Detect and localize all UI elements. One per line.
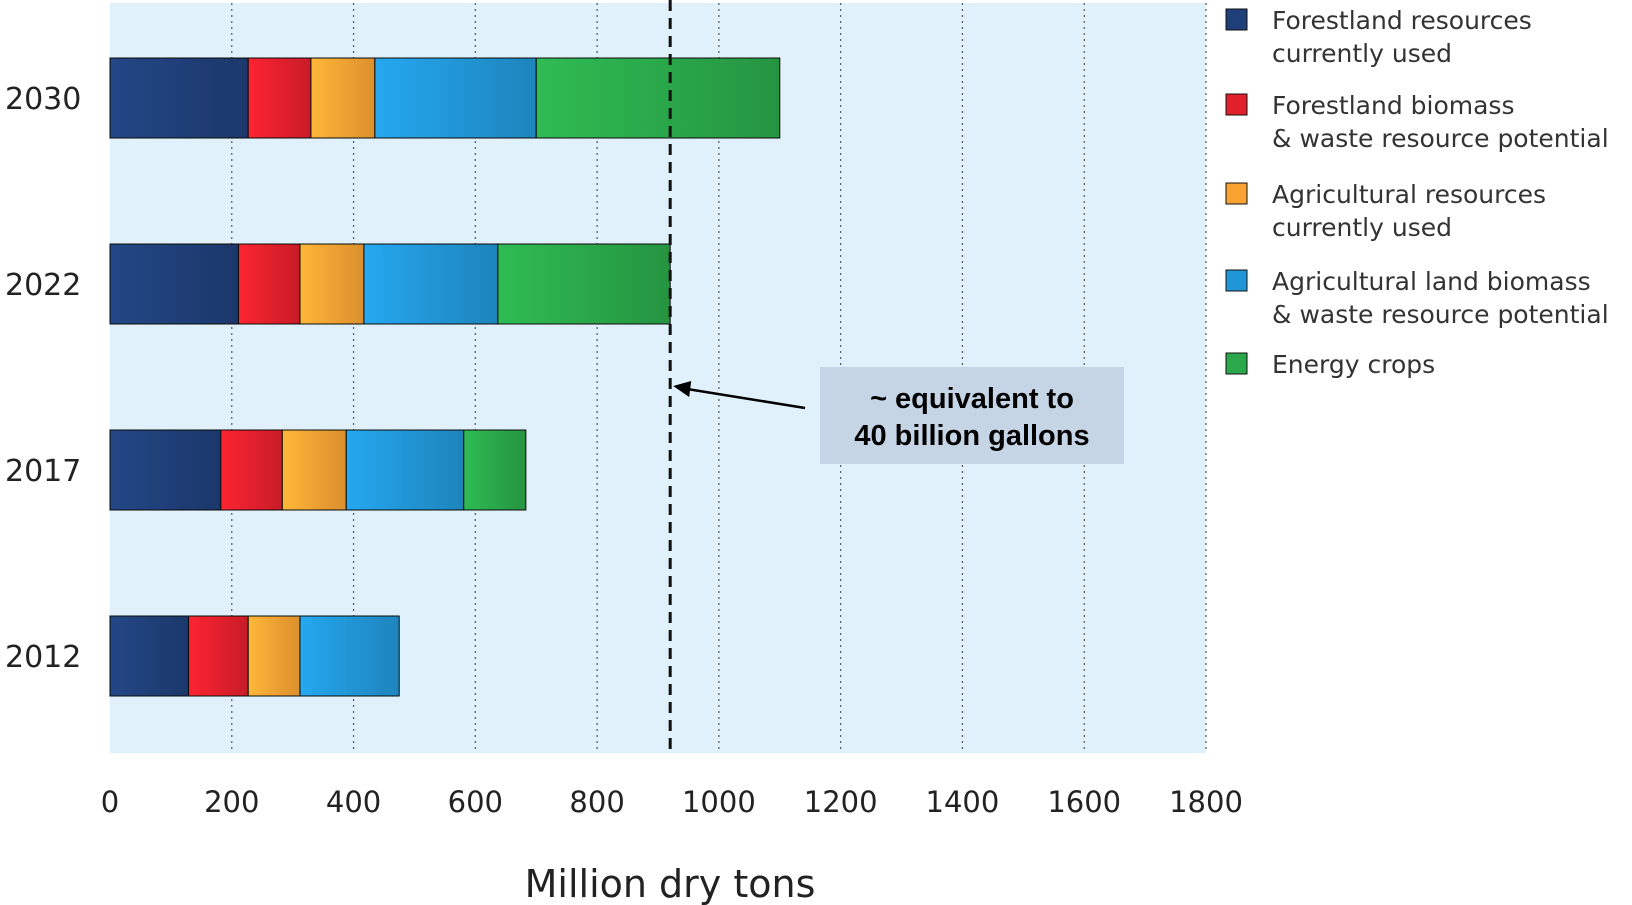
category-label-2030: 2030 — [5, 82, 81, 117]
annotation-text-line-1: ~ equivalent to — [870, 383, 1074, 415]
bar-2030-series-2 — [247, 57, 312, 139]
legend-swatch-3 — [1225, 182, 1248, 205]
legend-label-5-line-1: Energy crops — [1272, 350, 1435, 379]
x-tick-label-0: 0 — [101, 785, 119, 819]
bar-2017-series-2 — [220, 429, 283, 511]
annotation: ~ equivalent to 40 billion gallons — [673, 367, 1124, 464]
legend-label-4-line-1: Agricultural land biomass — [1272, 267, 1591, 296]
bar-2017-series-4 — [345, 429, 465, 511]
bar-2030-series-4 — [374, 57, 537, 139]
x-tick-label-800: 800 — [569, 785, 624, 819]
legend-label-1-line-1: Forestland resources — [1272, 6, 1532, 35]
bar-2022-series-5 — [497, 243, 671, 325]
x-tick-labels: 0 200 400 600 800 1000 1200 1400 1600 1800 — [101, 785, 1243, 819]
legend-label-4-line-2: & waste resource potential — [1272, 300, 1609, 329]
x-tick-label-1200: 1200 — [804, 785, 878, 819]
legend-swatch-5 — [1225, 352, 1248, 375]
x-tick-label-1800: 1800 — [1169, 785, 1243, 819]
category-label-2022: 2022 — [5, 268, 81, 303]
legend-swatch-1 — [1225, 8, 1248, 31]
bar-2022-series-3 — [299, 243, 365, 325]
bar-2030-series-1 — [109, 57, 249, 139]
x-tick-label-400: 400 — [326, 785, 381, 819]
legend-label-2-line-2: & waste resource potential — [1272, 124, 1609, 153]
x-tick-label-1600: 1600 — [1047, 785, 1121, 819]
legend-label-3-line-2: currently used — [1272, 213, 1452, 242]
annotation-arrowhead — [673, 381, 692, 397]
bar-2012-series-2 — [188, 615, 249, 697]
bar-2012-series-1 — [109, 615, 190, 697]
bar-2022-series-1 — [109, 243, 239, 325]
annotation-box — [820, 367, 1124, 464]
x-tick-label-1400: 1400 — [926, 785, 1000, 819]
bar-2030-series-3 — [310, 57, 376, 139]
bar-2030-series-5 — [535, 57, 781, 139]
bar-2017-series-5 — [463, 429, 527, 511]
bars — [109, 57, 781, 697]
bar-2022-series-2 — [237, 243, 301, 325]
legend-label-2-line-1: Forestland biomass — [1272, 91, 1514, 120]
category-label-2012: 2012 — [5, 640, 81, 675]
legend-label-3-line-1: Agricultural resources — [1272, 180, 1546, 209]
legend-swatch-2 — [1225, 93, 1248, 116]
annotation-arrow — [686, 387, 806, 410]
legend-label-1-line-2: currently used — [1272, 39, 1452, 68]
category-label-2017: 2017 — [5, 454, 81, 489]
bar-2017-series-1 — [109, 429, 222, 511]
bar-2017-series-3 — [281, 429, 347, 511]
x-tick-label-1000: 1000 — [682, 785, 756, 819]
x-tick-label-600: 600 — [448, 785, 503, 819]
annotation-text-line-2: 40 billion gallons — [854, 420, 1089, 452]
legend-swatch-4 — [1225, 269, 1248, 292]
category-labels: 2030 2022 2017 2012 — [5, 82, 81, 675]
x-axis-title: Million dry tons — [525, 862, 816, 905]
legend: Forestland resources currently used Forest… — [1225, 6, 1609, 379]
bar-2022-series-4 — [363, 243, 499, 325]
x-tick-label-200: 200 — [204, 785, 259, 819]
bar-2012-series-3 — [247, 615, 301, 697]
bar-2012-series-4 — [299, 615, 400, 697]
